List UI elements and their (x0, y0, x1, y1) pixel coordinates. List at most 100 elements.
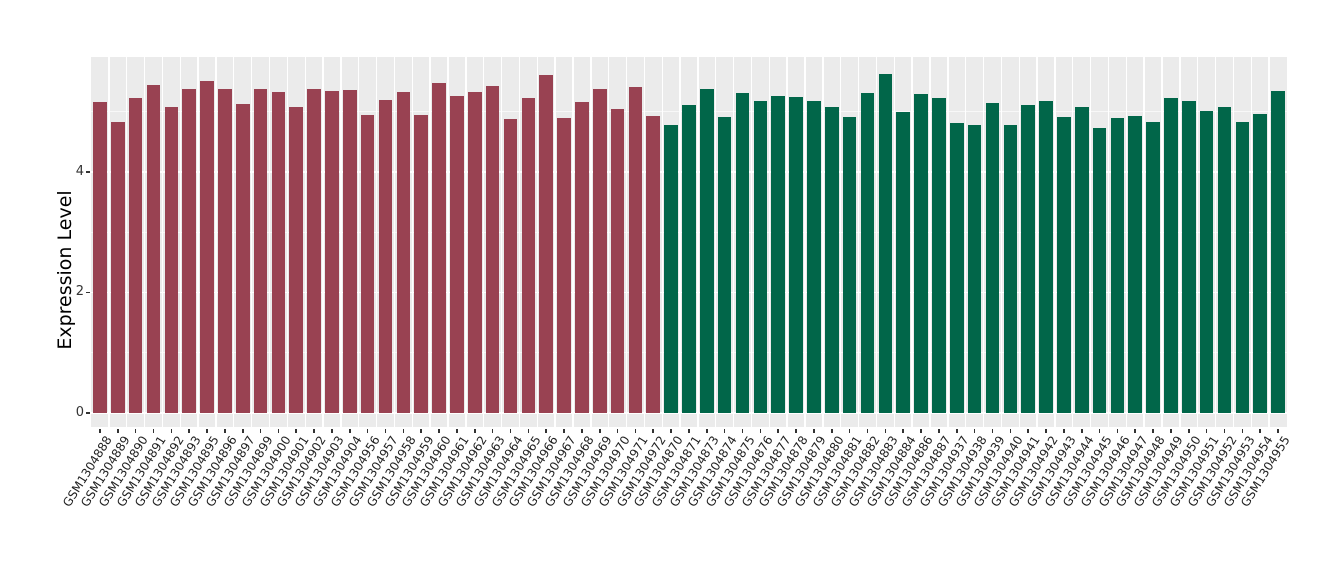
y-tick-label: 0 (75, 405, 84, 420)
gridline-vertical (250, 57, 253, 427)
bar (521, 98, 536, 413)
gridline-vertical (286, 57, 289, 427)
bar (110, 121, 125, 413)
bar (1217, 106, 1232, 413)
gridline-vertical (607, 57, 610, 427)
gridline-vertical (840, 57, 842, 427)
x-tick-mark (884, 428, 887, 433)
bar (842, 116, 857, 413)
x-tick-mark (723, 428, 726, 433)
y-axis-title: Expression Level (54, 190, 76, 350)
gridline-vertical (572, 57, 574, 427)
bar (235, 104, 250, 413)
y-tick-label: 2 (75, 284, 84, 300)
gridline-vertical (1036, 57, 1038, 427)
x-tick-mark (116, 428, 119, 433)
x-tick-mark (295, 428, 298, 433)
gridline-vertical (554, 57, 556, 427)
gridline-vertical (732, 57, 735, 427)
x-tick-mark (313, 428, 315, 433)
plot-panel (91, 57, 1287, 427)
gridline-vertical (1143, 57, 1145, 427)
gridline-vertical (643, 57, 646, 427)
bar (932, 97, 946, 413)
gridline-vertical (982, 57, 985, 427)
gridline-vertical (197, 57, 199, 427)
x-tick-mark (1134, 428, 1137, 433)
gridline-vertical (1161, 57, 1163, 427)
bar (914, 94, 928, 413)
bar (628, 87, 643, 413)
gridline-vertical (697, 57, 699, 427)
gridline-vertical (1250, 57, 1252, 427)
x-tick-mark (259, 428, 262, 433)
bar (289, 107, 304, 413)
gridline-vertical (161, 57, 164, 427)
bar (664, 124, 678, 413)
bar (450, 96, 464, 413)
gridline-vertical (929, 57, 931, 427)
gridline-vertical (518, 57, 521, 427)
x-tick-mark (241, 428, 244, 433)
y-tick-mark (85, 412, 90, 414)
bar (949, 122, 964, 413)
x-tick-mark (456, 428, 458, 433)
bar (1253, 113, 1268, 413)
bar (557, 118, 571, 413)
gridline-vertical (233, 57, 235, 427)
y-tick-label: 4 (75, 163, 84, 179)
gridline-vertical (393, 57, 396, 427)
bar (1199, 110, 1214, 413)
x-tick-mark (402, 428, 405, 433)
bar (860, 92, 875, 413)
bar (610, 109, 625, 413)
x-tick-mark (473, 428, 476, 433)
bar (682, 105, 696, 413)
bar (700, 89, 714, 413)
x-tick-mark (1205, 428, 1208, 433)
gridline-vertical (358, 57, 360, 427)
bar (485, 86, 500, 413)
bar (1271, 90, 1285, 413)
gridline-vertical (447, 57, 449, 427)
gridline-vertical (1054, 57, 1056, 427)
x-tick-mark (366, 428, 369, 433)
gridline-vertical (483, 57, 485, 427)
bar (1057, 116, 1071, 413)
x-tick-mark (1259, 428, 1262, 433)
bar (343, 89, 357, 413)
bar (1039, 100, 1053, 413)
x-tick-mark (99, 428, 101, 433)
bar (1003, 124, 1018, 413)
gridline-vertical (429, 57, 431, 427)
x-tick-mark (1098, 428, 1101, 433)
x-tick-mark (224, 428, 226, 433)
x-tick-mark (134, 428, 137, 433)
bar (93, 102, 107, 413)
bar (414, 114, 429, 413)
bar (1021, 105, 1035, 413)
x-tick-mark (188, 428, 190, 433)
bar (1182, 100, 1196, 413)
gridline-vertical (590, 57, 592, 427)
bar (1110, 118, 1125, 413)
x-tick-mark (420, 428, 423, 433)
gridline-vertical (964, 57, 967, 427)
gridline-vertical (804, 57, 806, 427)
gridline-vertical (465, 57, 467, 427)
x-tick-mark (277, 428, 280, 433)
gridline-vertical (1179, 57, 1181, 427)
x-tick-mark (331, 428, 333, 433)
x-tick-mark (688, 428, 690, 433)
gridline-vertical (875, 57, 878, 427)
x-tick-mark (206, 428, 208, 433)
bar (307, 89, 321, 413)
gridline-vertical (911, 57, 913, 427)
bar (825, 107, 839, 413)
bar (182, 89, 196, 413)
x-tick-mark (170, 428, 173, 433)
x-tick-mark (920, 428, 922, 433)
x-tick-mark (545, 428, 547, 433)
x-tick-mark (848, 428, 851, 433)
x-tick-mark (491, 428, 494, 433)
